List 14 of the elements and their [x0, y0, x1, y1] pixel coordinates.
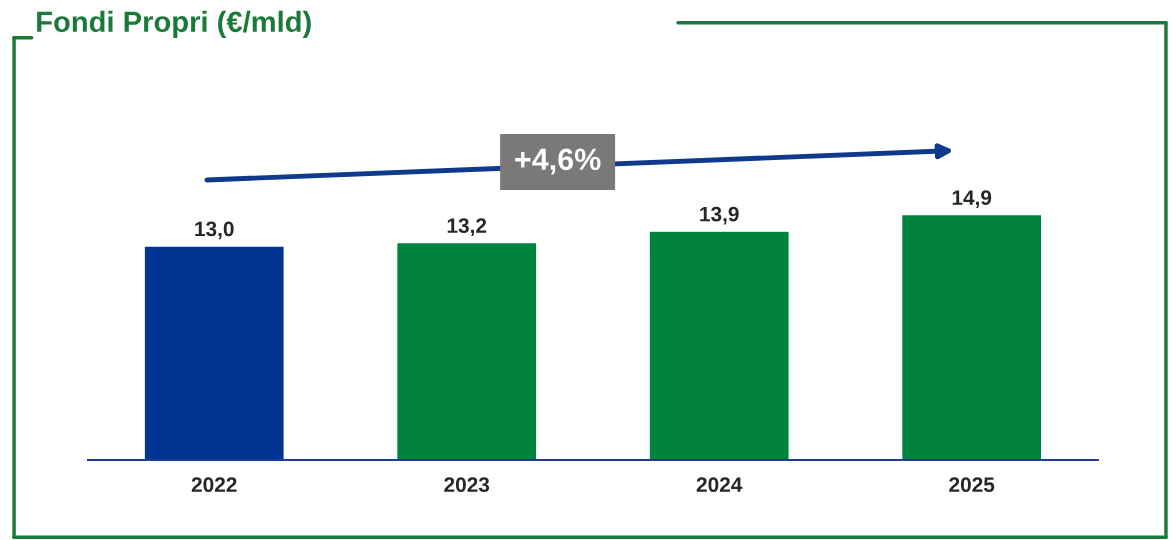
- bar: [395, 241, 538, 461]
- x-tick-label: 2025: [949, 477, 995, 493]
- data-label: 14,9: [952, 190, 992, 209]
- data-label: 13,9: [700, 206, 739, 225]
- x-tick-label: 2023: [444, 477, 490, 493]
- chart-title: Fondi Propri (€/mld): [37, 10, 311, 38]
- annotation: +4,6%: [515, 148, 601, 175]
- bar: [648, 230, 790, 461]
- x-tick-label: 2024: [696, 477, 743, 493]
- data-label: 13,0: [195, 221, 234, 240]
- bar: [143, 245, 285, 461]
- bar: [900, 213, 1043, 461]
- data-label: 13,2: [447, 218, 487, 237]
- x-tick-label: 2022: [191, 477, 237, 493]
